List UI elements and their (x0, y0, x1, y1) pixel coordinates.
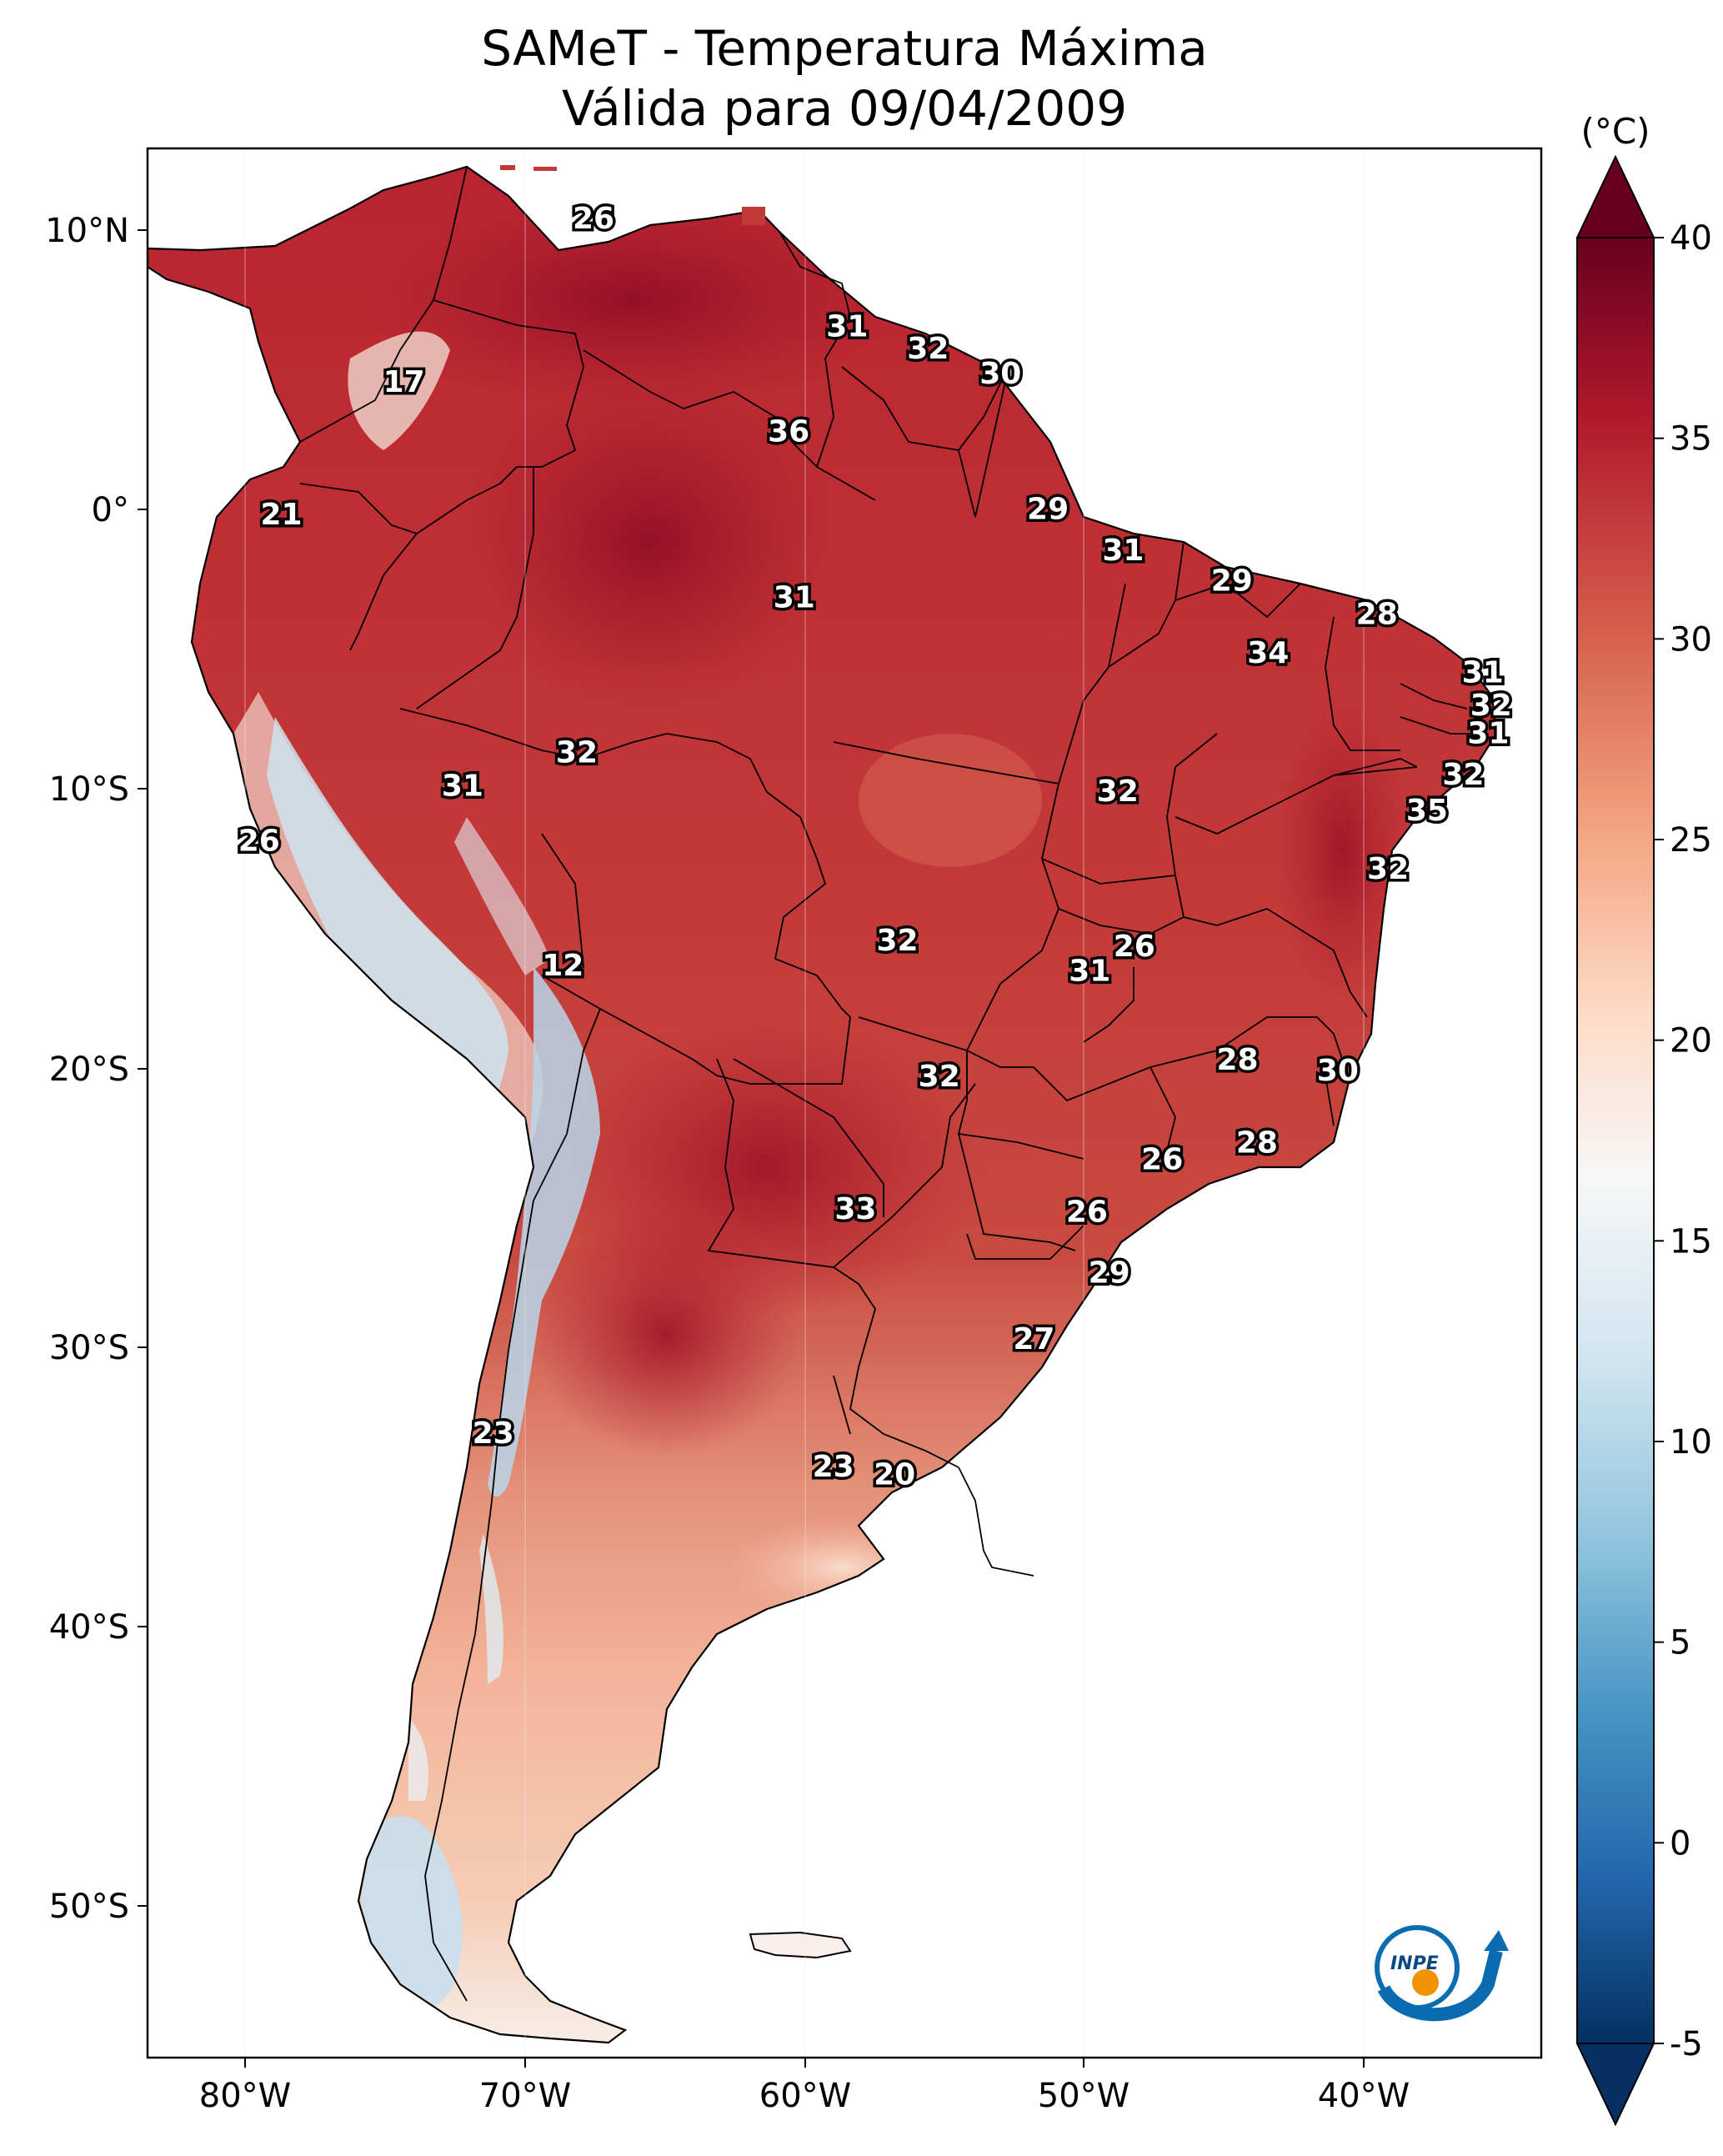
station-value-label: 27 (1013, 1322, 1054, 1356)
colorbar-tick-label: 20 (1670, 1022, 1712, 1060)
colorbar-tick-label: 0 (1670, 1824, 1690, 1863)
colorbar-unit: (°C) (1580, 111, 1650, 152)
lat-tick: 10°N (45, 212, 129, 250)
station-value-label: 31 (1069, 955, 1110, 989)
colorbar-tick-label: 15 (1670, 1222, 1712, 1261)
lat-tick: 0° (92, 491, 129, 529)
lon-tick: 80°W (199, 2077, 291, 2115)
colorbar-tick-label: 40 (1670, 219, 1712, 258)
station-value-label: 30 (979, 357, 1021, 391)
station-value-label: 32 (1097, 775, 1139, 809)
trinidad-island (742, 207, 765, 225)
station-value-label: 33 (834, 1192, 876, 1226)
station-value-label: 32 (1367, 852, 1409, 886)
station-value-label: 28 (1216, 1043, 1258, 1077)
station-value-label: 31 (442, 769, 483, 803)
lat-tick: 50°S (49, 1888, 129, 1926)
station-value-label: 31 (1467, 716, 1509, 750)
lon-tick: 50°W (1038, 2077, 1129, 2115)
colorbar-top-extension (1575, 154, 1655, 238)
station-value-label: 28 (1236, 1126, 1278, 1160)
station-value-label: 26 (573, 202, 614, 236)
colorbar-tick-label: 30 (1670, 620, 1712, 659)
station-value-label: 31 (1462, 655, 1504, 689)
falkland-islands (749, 1931, 852, 1959)
station-value-label: 31 (826, 309, 868, 343)
station-value-label: 23 (473, 1416, 514, 1451)
station-value-label: 26 (1114, 930, 1155, 964)
lat-tick: 30°S (49, 1329, 129, 1367)
inpe-logo: INPE (1375, 1925, 1509, 2022)
lat-tick: 40°S (49, 1608, 129, 1647)
colorbar-tick-label: 5 (1670, 1624, 1690, 1662)
station-value-label: 31 (774, 581, 815, 615)
lon-tick: 70°W (479, 2077, 571, 2115)
lat-axis: 10°N 0° 10°S 20°S 30°S 40°S 50°S (45, 212, 148, 1926)
station-value-label: 29 (1027, 492, 1069, 526)
lon-tick: 60°W (759, 2077, 851, 2115)
colorbar-body (1576, 237, 1655, 2044)
graticule (244, 148, 1365, 2058)
station-value-label: 26 (1066, 1195, 1108, 1229)
inpe-logo-text: INPE (1390, 1953, 1439, 1974)
station-value-label: 31 (1102, 534, 1144, 568)
station-value-label: 20 (874, 1458, 915, 1492)
colorbar-tick-label: -5 (1670, 2025, 1703, 2063)
station-value-label: 23 (813, 1450, 854, 1484)
station-value-label: 32 (1442, 758, 1484, 792)
station-value-label: 21 (260, 498, 302, 532)
lon-axis: 80°W 70°W 60°W 50°W 40°W (199, 2058, 1410, 2115)
lat-tick: 20°S (49, 1050, 129, 1089)
station-value-label: 12 (542, 949, 584, 983)
station-value-label: 26 (1141, 1142, 1183, 1176)
map-title-line-2: Válida para 09/04/2009 (562, 80, 1127, 137)
station-value-label: 28 (1356, 598, 1398, 632)
colorbar-tick-label: 10 (1670, 1423, 1712, 1462)
station-value-label: 29 (1211, 564, 1253, 599)
station-value-label: 30 (1317, 1054, 1359, 1088)
station-value-label: 32 (907, 332, 949, 366)
station-value-label: 26 (238, 825, 280, 859)
station-value-label: 32 (556, 736, 598, 770)
station-value-label: 36 (768, 415, 809, 449)
map-title-line-1: SAMeT - Temperatura Máxima (481, 20, 1208, 77)
colorbar-bottom-extension (1575, 2043, 1655, 2127)
political-borders (299, 166, 1484, 2002)
station-value-label: 17 (383, 365, 425, 399)
station-value-label: 34 (1247, 636, 1289, 670)
colorbar-tick-label: 35 (1670, 420, 1712, 459)
colorbar-tick-label: 25 (1670, 821, 1712, 860)
colorbar: (°C) 40 35 30 25 20 15 10 5 0 -5 (1575, 111, 1712, 2127)
station-value-label: 29 (1089, 1256, 1130, 1290)
station-value-label: 32 (876, 924, 918, 958)
lat-tick: 10°S (49, 770, 129, 809)
lon-tick: 40°W (1318, 2077, 1410, 2115)
station-value-label: 35 (1406, 794, 1448, 828)
station-value-label: 32 (919, 1060, 960, 1094)
map-frame (146, 147, 1543, 2059)
station-value-label: 32 (1470, 689, 1512, 723)
